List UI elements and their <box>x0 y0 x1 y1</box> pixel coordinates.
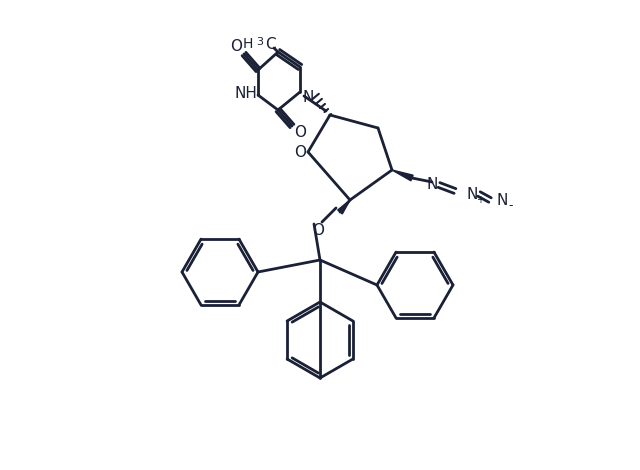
Polygon shape <box>338 200 350 214</box>
Polygon shape <box>392 170 413 181</box>
Text: N: N <box>467 187 477 202</box>
Text: O: O <box>294 125 306 140</box>
Text: NH: NH <box>235 86 257 101</box>
Text: N: N <box>302 89 314 104</box>
Text: H: H <box>243 37 253 51</box>
Text: -: - <box>509 199 513 212</box>
Text: C: C <box>265 37 275 52</box>
Text: N: N <box>426 177 438 191</box>
Text: O: O <box>294 144 306 159</box>
Text: O: O <box>312 222 324 237</box>
Text: 3: 3 <box>257 37 264 47</box>
Text: +: + <box>476 195 484 205</box>
Text: O: O <box>230 39 242 54</box>
Text: N: N <box>496 193 508 207</box>
